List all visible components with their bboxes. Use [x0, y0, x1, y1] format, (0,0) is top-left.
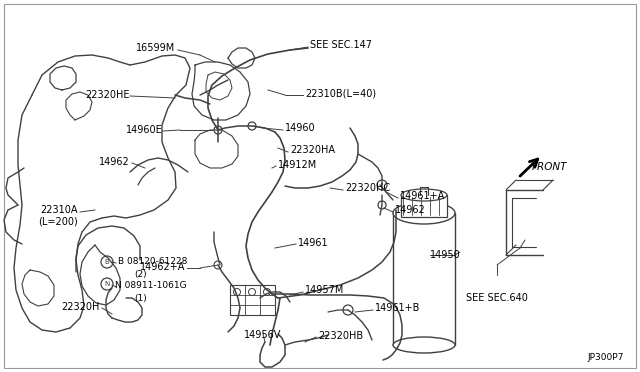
Text: SEE SEC.640: SEE SEC.640	[466, 293, 528, 303]
Circle shape	[377, 180, 387, 190]
Circle shape	[101, 278, 113, 290]
Ellipse shape	[393, 337, 455, 353]
Text: 14960E: 14960E	[126, 125, 163, 135]
Text: 14960: 14960	[285, 123, 316, 133]
Circle shape	[343, 305, 353, 315]
Circle shape	[214, 126, 222, 134]
Circle shape	[248, 122, 256, 130]
Text: JP300P7: JP300P7	[588, 353, 624, 362]
Circle shape	[234, 289, 241, 295]
Text: 22320HB: 22320HB	[318, 331, 363, 341]
Bar	[401, 195, 447, 217]
Text: 14962+A: 14962+A	[140, 262, 185, 272]
Ellipse shape	[393, 202, 455, 224]
Text: (L=200): (L=200)	[38, 217, 78, 227]
Text: 22320H: 22320H	[61, 302, 100, 312]
Circle shape	[378, 201, 386, 209]
Text: B 08120-61228: B 08120-61228	[118, 257, 188, 266]
Circle shape	[264, 289, 271, 295]
Text: B: B	[104, 259, 109, 265]
Text: 14961+B: 14961+B	[375, 303, 420, 313]
Text: SEE SEC.147: SEE SEC.147	[310, 40, 372, 50]
Text: 22320HA: 22320HA	[290, 145, 335, 155]
Text: 16599M: 16599M	[136, 43, 175, 53]
Circle shape	[101, 256, 113, 268]
Text: 14961+A: 14961+A	[400, 191, 445, 201]
Text: 14950: 14950	[430, 250, 461, 260]
Text: 14961: 14961	[298, 238, 328, 248]
Text: 14956V: 14956V	[244, 330, 282, 340]
Text: 22310A: 22310A	[40, 205, 78, 215]
Circle shape	[214, 261, 222, 269]
Text: (2): (2)	[134, 270, 147, 279]
Text: 22320HE: 22320HE	[86, 90, 130, 100]
Ellipse shape	[401, 189, 447, 201]
Text: 14962: 14962	[395, 205, 426, 215]
Text: N: N	[104, 281, 109, 287]
Text: 14962: 14962	[99, 157, 130, 167]
Text: FRONT: FRONT	[532, 162, 568, 172]
Circle shape	[248, 289, 255, 295]
Text: 22320HC: 22320HC	[345, 183, 390, 193]
Text: 14912M: 14912M	[278, 160, 317, 170]
Text: 14957M: 14957M	[305, 285, 344, 295]
Text: N 08911-1061G: N 08911-1061G	[115, 282, 187, 291]
Bar	[230, 285, 275, 315]
Text: (1): (1)	[134, 294, 147, 302]
Bar	[393, 213, 455, 345]
Text: 22310B(L=40): 22310B(L=40)	[305, 88, 376, 98]
